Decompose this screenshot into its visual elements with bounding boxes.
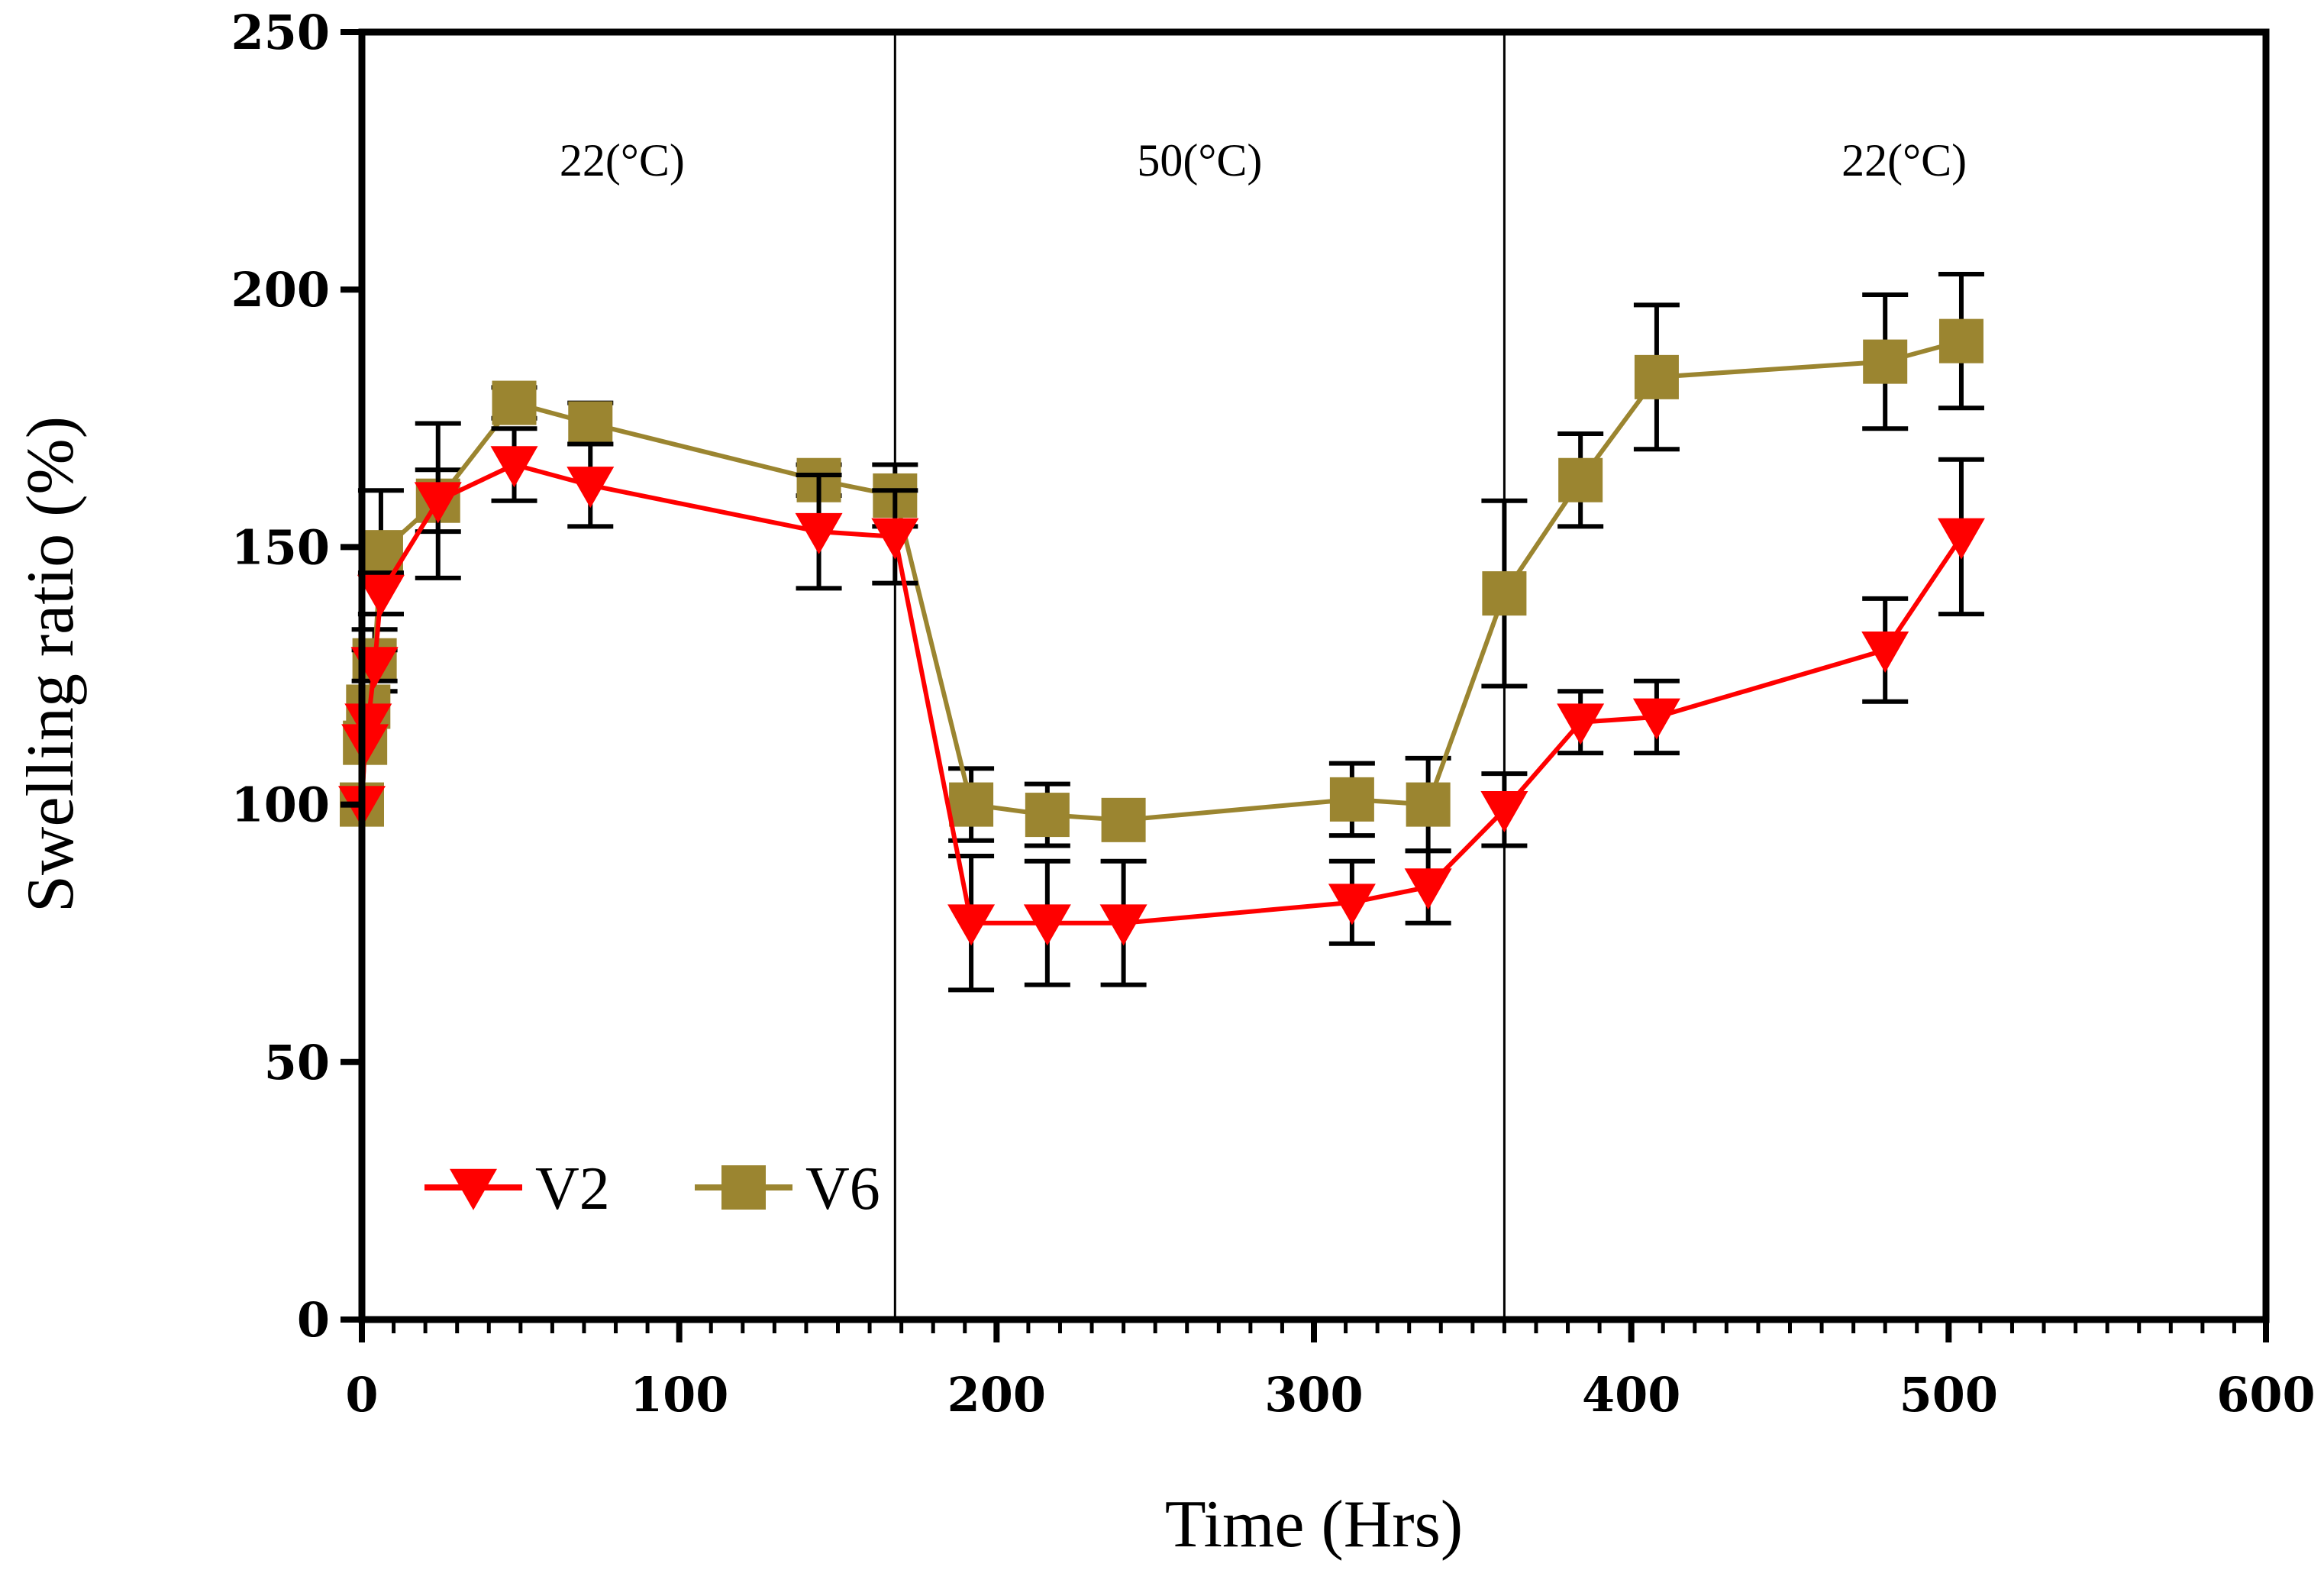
v2-data-point (1557, 703, 1605, 745)
v2-data-point (795, 512, 843, 554)
v2-data-point (1404, 868, 1452, 910)
y-tick-label: 50 (264, 1035, 330, 1090)
x-tick-label: 200 (947, 1367, 1046, 1423)
temperature-label-2: 50(°C) (1137, 135, 1262, 186)
legend-label-v6: V6 (805, 1155, 880, 1223)
axis-ticks-group: 0 50 100 150 200 250 0 100 200 300 400 500 600 (231, 5, 2316, 1423)
legend-label-v2: V2 (535, 1155, 610, 1223)
v2-data-point (1023, 904, 1071, 946)
plot-border (358, 28, 2270, 1323)
x-tick-label: 400 (1582, 1367, 1680, 1423)
x-tick-label: 500 (1900, 1367, 1998, 1423)
v2-data-point (357, 574, 405, 616)
y-tick-label: 250 (231, 5, 330, 60)
x-tick-label: 300 (1264, 1367, 1363, 1423)
v2-data-point (344, 703, 392, 745)
v2-data-point (1480, 791, 1528, 833)
y-tick-label: 0 (297, 1292, 330, 1348)
v6-data-point (1406, 782, 1451, 827)
series-v2 (338, 421, 1985, 993)
v6-data-point (1863, 339, 1908, 384)
temperature-region-group: 22(°C) 50(°C) 22(°C) (560, 135, 1967, 186)
series-group (338, 271, 1985, 993)
phase-divider-group (893, 32, 1506, 1320)
v6-data-point (1025, 793, 1070, 838)
x-tick-label: 100 (630, 1367, 728, 1423)
v6-data-point (1938, 318, 1983, 363)
temperature-label-3: 22(°C) (1841, 135, 1967, 186)
y-axis-title: Swelling ratio (%) (14, 416, 88, 913)
v6-data-point (1558, 457, 1603, 502)
v6-data-point (1482, 571, 1527, 616)
y-tick-label: 200 (231, 262, 330, 318)
v2-data-point (1328, 884, 1376, 926)
v2-data-point (1861, 631, 1909, 673)
legend-marker-v6 (721, 1165, 766, 1210)
v2-line (360, 462, 1964, 926)
series-v6 (340, 271, 1984, 854)
v2-data-point (414, 482, 462, 524)
v6-data-point (568, 401, 613, 446)
x-tick-label: 600 (2216, 1367, 2315, 1423)
v6-data-point (1634, 354, 1679, 399)
x-tick-label: 0 (345, 1367, 378, 1423)
temperature-label-1: 22(°C) (560, 135, 685, 186)
v6-data-point (1101, 797, 1146, 842)
v2-data-point (1937, 518, 1985, 560)
v2-data-point (490, 446, 538, 488)
v2-data-point (947, 904, 996, 946)
legend: V2 V6 (424, 1155, 880, 1223)
legend-item-v2: V2 (424, 1155, 610, 1223)
v6-data-point (949, 782, 994, 827)
legend-item-v6: V6 (695, 1155, 880, 1223)
plot-frame (358, 28, 2270, 1323)
x-axis-title: Time (Hrs) (1165, 1488, 1463, 1562)
legend-marker-v2 (450, 1168, 497, 1210)
y-tick-label: 150 (231, 519, 330, 575)
v2-data-point (1099, 904, 1147, 946)
v2-data-point (566, 467, 615, 509)
v2-data-point (871, 518, 919, 560)
v6-data-point (1329, 777, 1374, 822)
v6-data-point (492, 380, 537, 425)
y-tick-label: 100 (231, 777, 330, 833)
v2-data-point (1632, 698, 1680, 740)
